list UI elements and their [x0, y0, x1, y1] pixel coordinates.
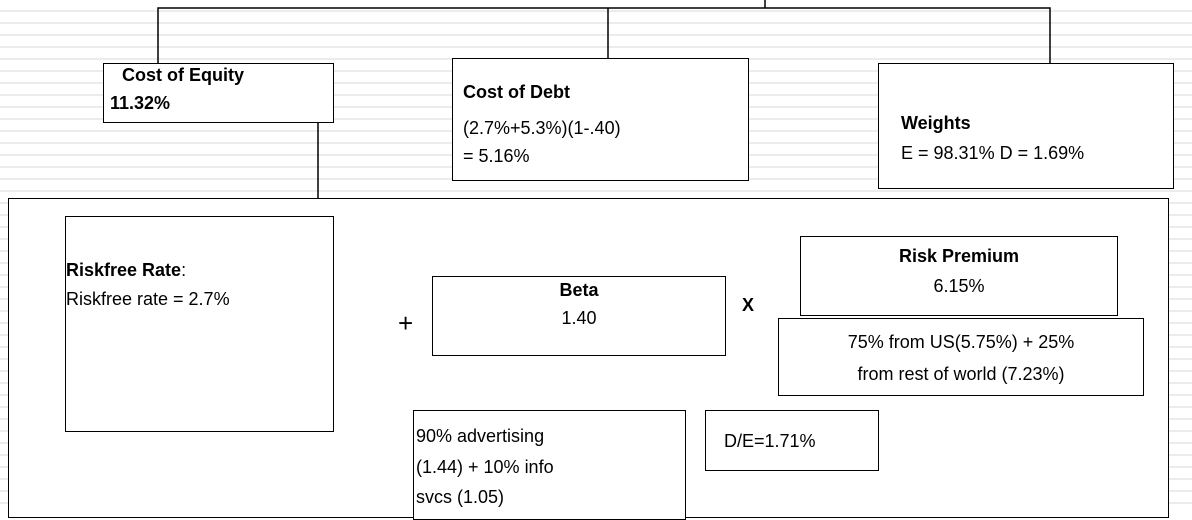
formula: (2.7%+5.3%)(1-.40): [463, 118, 621, 138]
detail-line: 75% from US(5.75%) + 25%: [847, 332, 1075, 352]
text: E = 98.31% D = 1.69%: [901, 143, 1085, 163]
connector: [157, 7, 1051, 65]
cost-of-debt-box: Cost of Debt (2.7%+5.3%)(1-.40) = 5.16%: [452, 58, 749, 181]
text: D/E=1.71%: [724, 431, 816, 451]
times-sign: X: [742, 295, 755, 315]
title-line: Riskfree Rate:: [66, 261, 186, 279]
business-beta-box: 90% advertising (1.44) + 10% info svcs (…: [413, 410, 686, 520]
title: Weights: [901, 113, 971, 133]
title: Cost of Debt: [463, 82, 570, 102]
text-line: 90% advertising: [416, 426, 545, 446]
riskfree-box: Riskfree Rate: Riskfree rate = 2.7%: [65, 216, 334, 432]
plus-sign: +: [398, 308, 414, 338]
detail-line: from rest of world (7.23%): [857, 364, 1065, 384]
title: Risk Premium: [898, 246, 1020, 266]
title: Beta: [559, 280, 599, 300]
text-line: (1.44) + 10% info: [416, 457, 554, 477]
value: 11.32%: [110, 93, 171, 113]
risk-premium-box: Risk Premium 6.15%: [800, 236, 1118, 316]
separator: :: [181, 260, 187, 280]
risk-premium-detail-box: 75% from US(5.75%) + 25% from rest of wo…: [778, 318, 1144, 396]
title: Riskfree Rate: [66, 260, 182, 280]
result: = 5.16%: [463, 146, 530, 166]
beta-box: Beta 1.40: [432, 276, 726, 356]
value: 1.40: [561, 308, 597, 328]
title: Cost of Equity: [122, 65, 244, 85]
text: Riskfree rate = 2.7%: [66, 289, 230, 309]
text-line: svcs (1.05): [416, 487, 505, 507]
cost-of-equity-box: Cost of Equity 11.32%: [103, 63, 334, 123]
value: 6.15%: [933, 276, 985, 296]
de-ratio-box: D/E=1.71%: [705, 410, 879, 471]
weights-box: Weights E = 98.31% D = 1.69%: [878, 63, 1174, 189]
